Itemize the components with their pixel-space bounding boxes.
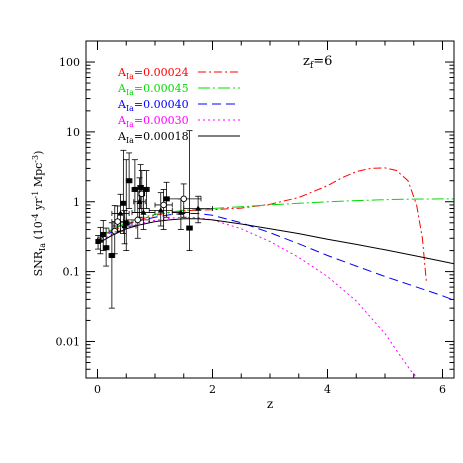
legend-symbol: A <box>117 130 127 143</box>
legend-value: =0.00024 <box>134 66 189 79</box>
data-point-square <box>132 186 138 192</box>
data-point-triangle <box>97 237 104 243</box>
y-axis-label-units-3: Mpc <box>32 163 45 191</box>
y-axis-label-exp: -4 <box>31 213 40 221</box>
y-tick-label: 1 <box>73 196 80 209</box>
observations-layer <box>95 130 213 309</box>
data-point-circle <box>114 218 121 225</box>
legend-subscript: Ia <box>126 72 134 81</box>
legend-subscript: Ia <box>126 120 134 129</box>
data-point-triangle <box>140 209 147 215</box>
y-tick-label: 100 <box>59 56 80 69</box>
legend: AIa=0.00024AIa=0.00045AIa=0.00040AIa=0.0… <box>117 66 240 145</box>
y-axis-label-sub: Ia <box>38 243 47 251</box>
tick-labels: 0 2 4 6 0.01 0.1 1 10 100 <box>56 56 447 396</box>
legend-value: =0.00040 <box>134 98 189 111</box>
data-point-square <box>103 245 109 251</box>
data-point-square <box>187 225 192 231</box>
legend-symbol: A <box>117 114 127 127</box>
legend-symbol: A <box>117 82 127 95</box>
data-point-circle <box>180 195 187 203</box>
legend-symbol: A <box>117 98 127 111</box>
data-point-triangle <box>177 209 184 215</box>
legend-subscript: Ia <box>126 136 134 145</box>
y-tick-label: 0.1 <box>63 266 81 279</box>
legend-subscript: Ia <box>126 104 134 113</box>
annotation-main: z <box>303 54 310 69</box>
legend-subscript: Ia <box>126 88 134 97</box>
y-tick-label: 0.01 <box>56 335 81 348</box>
y-tick-label: 10 <box>66 126 80 139</box>
legend-value: =0.00018 <box>134 130 189 143</box>
x-tick-label: 2 <box>209 383 216 396</box>
data-point-square <box>100 231 106 237</box>
data-point-triangle <box>195 205 202 211</box>
data-point-circle <box>160 201 167 209</box>
legend-label-1: AIa=0.00024 <box>117 66 189 81</box>
observations-clip-group <box>95 130 213 309</box>
legend-value: =0.00045 <box>134 82 189 95</box>
data-point-square <box>120 200 126 206</box>
data-point-triangle <box>117 210 124 216</box>
data-point-square <box>123 220 129 226</box>
legend-label-2: AIa=0.00045 <box>117 82 189 97</box>
legend-symbol: A <box>117 66 127 79</box>
x-tick-label: 0 <box>94 383 101 396</box>
y-axis-label-close: ) <box>32 151 45 155</box>
y-axis-label-units: (10 <box>32 221 45 239</box>
y-axis-label-exp-2: -1 <box>31 191 40 199</box>
annotation-value: =6 <box>313 54 332 69</box>
series-line-5 <box>97 218 454 265</box>
legend-label-4: AIa=0.00030 <box>117 114 189 129</box>
data-point-circle <box>134 216 141 224</box>
x-tick-label: 4 <box>324 383 331 396</box>
x-axis-label: z <box>267 397 273 411</box>
data-point-circle <box>111 227 118 235</box>
data-point-square <box>143 186 149 192</box>
legend-value: =0.00030 <box>134 114 189 127</box>
y-axis-label-exp-3: -3 <box>31 155 40 163</box>
data-point-triangle <box>157 207 164 213</box>
y-axis-label-main: SNR <box>32 250 45 276</box>
data-point-square <box>109 253 115 259</box>
data-point-square <box>138 184 144 190</box>
y-axis-label: SNRIa (10-4 yr-1 Mpc-3) <box>31 151 47 277</box>
legend-label-5: AIa=0.00018 <box>117 130 189 145</box>
y-axis-label-units-2: yr <box>32 198 45 214</box>
series-line-1 <box>97 167 427 283</box>
annotation-sub: f <box>310 61 314 71</box>
redshift-annotation: zf=6 <box>303 54 332 71</box>
x-tick-label: 6 <box>439 383 446 396</box>
ticks-layer <box>86 40 454 379</box>
data-point-square <box>126 178 132 184</box>
legend-label-3: AIa=0.00040 <box>117 98 189 113</box>
